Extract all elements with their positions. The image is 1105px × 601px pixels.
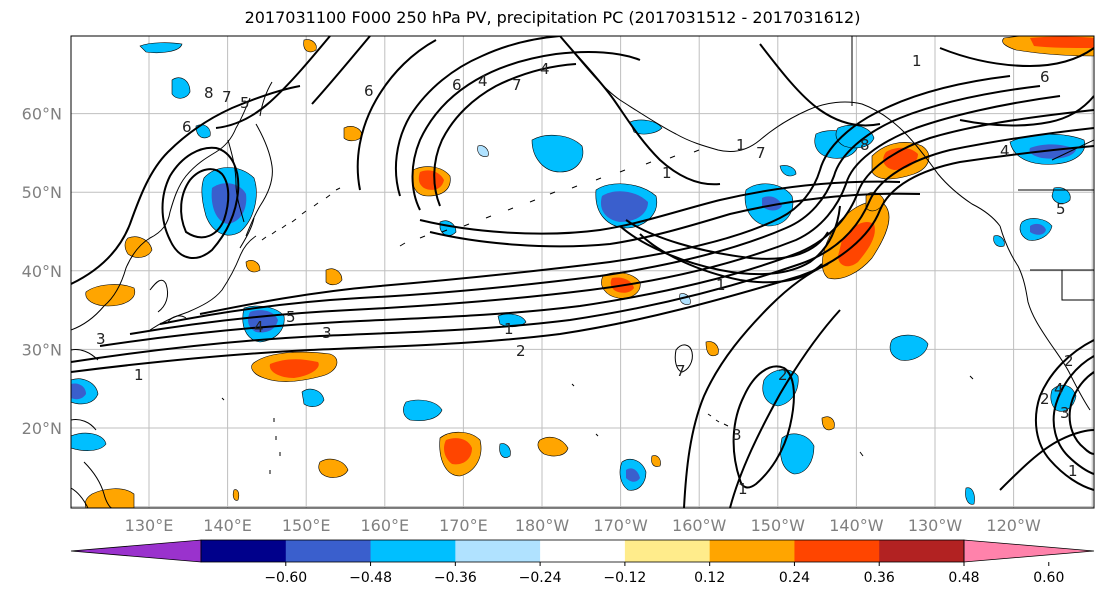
longitude-label: 140°W — [829, 516, 884, 535]
contour-label: 1 — [716, 276, 726, 294]
contour-label: 6 — [364, 82, 374, 100]
contour-label: 2 — [1064, 352, 1074, 370]
contour-label: 4 — [254, 318, 264, 336]
contour-label: 2 — [516, 342, 526, 360]
plot-border — [70, 35, 1095, 509]
contour-label: 3 — [732, 426, 742, 444]
contour-label: 3 — [96, 330, 106, 348]
longitude-label: 150°W — [751, 516, 806, 535]
contour-label: 7 — [222, 88, 232, 106]
latitude-label: 60°N — [22, 105, 62, 124]
colorbar-tick-label: 0.48 — [948, 570, 979, 586]
colorbar-outline — [200, 539, 965, 563]
contour-label: 1 — [134, 366, 144, 384]
colorbar: −0.60 −0.48 −0.36 −0.24 −0.12 0.12 0.24 0.36 0.4… — [70, 539, 1095, 586]
colorbar-extend-low — [70, 539, 202, 563]
colorbar-tick-label: −0.24 — [519, 570, 562, 586]
latitude-labels: 60°N 50°N 40°N 30°N 20°N — [22, 105, 62, 438]
contour-label: 7 — [676, 362, 686, 380]
contour-label: 5 — [286, 308, 296, 326]
longitude-label: 130°E — [125, 516, 174, 535]
contour-label: 1 — [504, 320, 514, 338]
colorbar-swatch — [201, 540, 287, 562]
latitude-label: 20°N — [22, 419, 62, 438]
longitude-label: 160°E — [360, 516, 409, 535]
colorbar-swatch — [285, 540, 372, 562]
colorbar-tick-label: 0.60 — [1033, 570, 1064, 586]
precip-positive-regions — [84, 36, 1094, 508]
contour-label: 4 — [1054, 380, 1064, 398]
colorbar-swatch — [879, 540, 965, 562]
colorbar-tick-label: 0.12 — [694, 570, 725, 586]
longitude-label: 130°W — [908, 516, 963, 535]
colorbar-swatch — [794, 540, 880, 562]
longitude-label: 170°W — [593, 516, 648, 535]
longitude-label: 180°W — [515, 516, 570, 535]
colorbar-extend-high — [963, 539, 1095, 563]
colorbar-tick-label: −0.48 — [349, 570, 392, 586]
colorbar-tick-label: 0.36 — [864, 570, 895, 586]
contour-label: 2 — [1040, 390, 1050, 408]
colorbar-tick-label: −0.12 — [603, 570, 646, 586]
latitude-label: 50°N — [22, 183, 62, 202]
colorbar-tick-label: 0.24 — [779, 570, 810, 586]
contour-label: 2 — [778, 366, 788, 384]
longitude-label: 150°E — [282, 516, 331, 535]
contour-label: 8 — [860, 136, 870, 154]
contour-label: 4 — [540, 60, 550, 78]
longitude-label: 170°E — [439, 516, 488, 535]
contour-label: 4 — [478, 72, 488, 90]
coastlines — [71, 36, 1094, 508]
longitude-labels: 130°E 140°E 150°E 160°E 170°E 180°W 170°W 160°W… — [125, 516, 1041, 535]
colorbar-swatch — [709, 540, 795, 562]
contour-label: 8 — [204, 84, 214, 102]
contour-label: 7 — [756, 144, 766, 162]
contour-label: 3 — [1060, 404, 1070, 422]
contour-label: 1 — [1068, 462, 1078, 480]
latitude-label: 30°N — [22, 340, 62, 359]
colorbar-tick-label: −0.60 — [264, 570, 307, 586]
contour-label: 5 — [1056, 200, 1066, 218]
contour-label: 7 — [512, 76, 522, 94]
plot-area — [71, 36, 1094, 508]
colorbar-swatch — [624, 540, 711, 562]
map-title: 2017031100 F000 250 hPa PV, precipitatio… — [244, 8, 861, 27]
colorbar-tick-label: −0.36 — [434, 570, 477, 586]
colorbar-swatch — [370, 540, 456, 562]
contour-label: 5 — [240, 94, 250, 112]
contour-label: 1 — [912, 52, 922, 70]
longitude-label: 120°W — [986, 516, 1041, 535]
pv-contours — [71, 36, 1094, 508]
latitude-label: 40°N — [22, 262, 62, 281]
contour-label: 4 — [1000, 142, 1010, 160]
contour-labels: 6 8 7 5 6 4 7 6 4 1 1 7 8 1 6 4 5 2 1 5 … — [96, 52, 1078, 498]
contour-label: 1 — [736, 136, 746, 154]
longitude-label: 160°W — [672, 516, 727, 535]
colorbar-swatch — [540, 540, 626, 562]
contour-label: 6 — [452, 76, 462, 94]
longitude-label: 140°E — [203, 516, 252, 535]
contour-label: 6 — [182, 118, 192, 136]
colorbar-swatch — [455, 540, 541, 562]
contour-label: 1 — [662, 164, 672, 182]
contour-label: 1 — [738, 480, 748, 498]
contour-label: 6 — [1040, 68, 1050, 86]
contour-label: 3 — [322, 324, 332, 342]
